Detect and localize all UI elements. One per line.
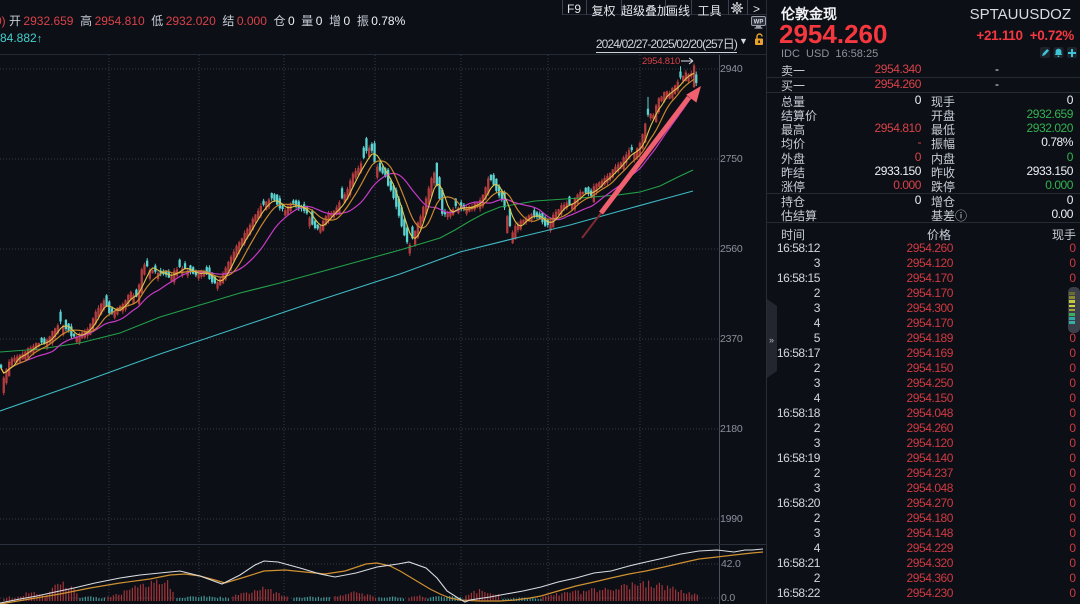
svg-text:WP: WP [754,20,764,26]
svg-text:»: » [769,335,774,345]
